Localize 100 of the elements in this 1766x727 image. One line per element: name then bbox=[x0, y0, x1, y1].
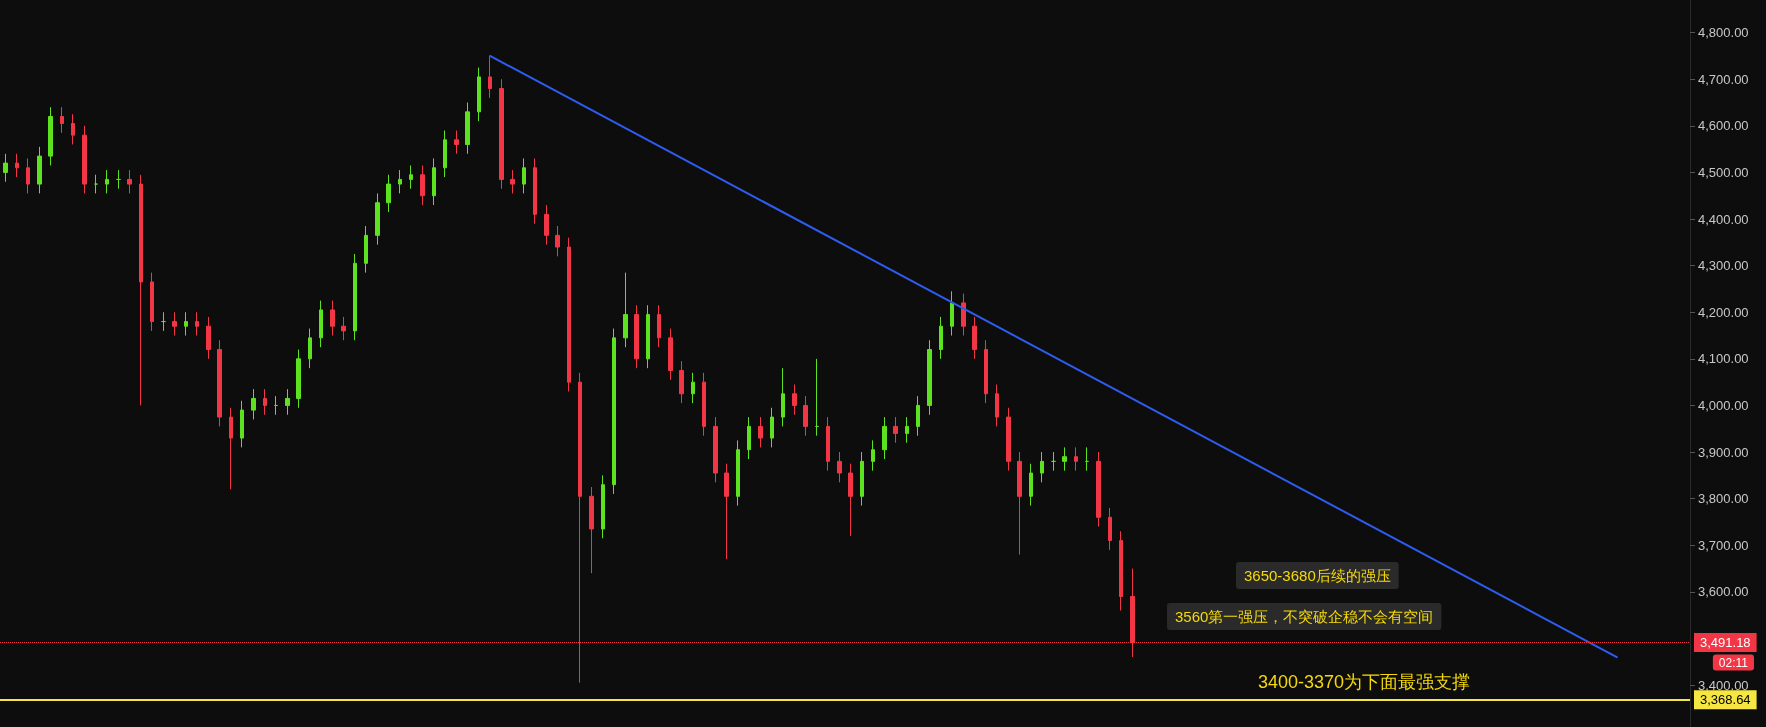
annotation: 3650-3680后续的强压 bbox=[1244, 567, 1391, 584]
candlestick bbox=[37, 146, 42, 194]
candlestick bbox=[240, 400, 244, 448]
candlestick bbox=[612, 328, 616, 495]
candlestick bbox=[465, 102, 470, 155]
candlestick bbox=[781, 367, 785, 427]
candlestick bbox=[386, 174, 391, 213]
candlestick bbox=[1029, 463, 1033, 507]
candlestick bbox=[1040, 451, 1044, 483]
y-tick-label: 4,300.00 bbox=[1698, 258, 1749, 274]
candlestick bbox=[882, 416, 887, 460]
candlestick bbox=[657, 304, 661, 348]
candlestick bbox=[533, 157, 537, 225]
candlestick bbox=[1051, 451, 1056, 472]
candlestick bbox=[364, 225, 368, 274]
candlestick bbox=[409, 164, 413, 190]
candlestick bbox=[939, 316, 943, 360]
candlestick bbox=[1006, 407, 1011, 472]
candlestick bbox=[848, 463, 853, 537]
candlestick bbox=[82, 125, 87, 194]
candlestick bbox=[792, 383, 797, 416]
candlestick bbox=[3, 153, 8, 183]
candlestick bbox=[522, 157, 526, 194]
candlestick bbox=[747, 416, 751, 460]
candlestick bbox=[206, 316, 211, 360]
candlestick bbox=[950, 290, 954, 337]
y-tick-label: 4,700.00 bbox=[1698, 71, 1749, 87]
candlestick bbox=[195, 311, 199, 337]
candlestick bbox=[94, 174, 98, 194]
candlestick bbox=[60, 106, 64, 134]
candlestick bbox=[555, 225, 560, 257]
candlestick bbox=[927, 339, 932, 416]
candlestick bbox=[893, 416, 898, 444]
candlestick bbox=[330, 300, 335, 337]
candlestick bbox=[398, 169, 402, 194]
candlestick bbox=[567, 237, 571, 392]
candlestick bbox=[961, 293, 966, 337]
candlestick bbox=[48, 106, 53, 166]
candlestick bbox=[443, 129, 447, 178]
y-tick-label: 4,500.00 bbox=[1698, 164, 1749, 180]
candlestick bbox=[26, 157, 30, 194]
y-tick-label: 3,900.00 bbox=[1698, 444, 1749, 460]
candlestick bbox=[905, 416, 909, 444]
y-tick-label: 4,600.00 bbox=[1698, 118, 1749, 134]
candlestick bbox=[871, 439, 875, 472]
ref-line-label: 3,491.18 bbox=[1700, 635, 1751, 651]
text: 02:11 bbox=[1718, 655, 1749, 670]
candlestick bbox=[251, 388, 256, 420]
candlestick bbox=[1108, 507, 1112, 551]
candlestick bbox=[217, 339, 222, 427]
candlestick bbox=[1085, 446, 1089, 472]
candlestick bbox=[837, 451, 842, 483]
candlestick bbox=[713, 416, 718, 483]
candlestick bbox=[263, 388, 267, 416]
candlestick bbox=[308, 328, 312, 369]
candlestick bbox=[116, 169, 121, 190]
candlestick bbox=[691, 372, 695, 404]
candlestick bbox=[995, 383, 999, 427]
y-tick-label: 3,400.00 bbox=[1698, 677, 1749, 693]
candlestick bbox=[172, 311, 177, 337]
y-tick-label: 3,700.00 bbox=[1698, 537, 1749, 553]
candlestick bbox=[972, 316, 977, 360]
candlestick bbox=[1062, 446, 1067, 472]
y-tick-label: 4,800.00 bbox=[1698, 25, 1749, 41]
candlestick bbox=[71, 113, 75, 145]
candlestick bbox=[724, 463, 729, 560]
candlestick bbox=[1096, 451, 1101, 528]
candlestick bbox=[646, 304, 650, 369]
candlestick bbox=[229, 407, 233, 490]
candlestick bbox=[679, 360, 684, 404]
candlestick bbox=[477, 67, 481, 122]
y-tick-label: 3,600.00 bbox=[1698, 584, 1749, 600]
candlestick bbox=[634, 304, 639, 369]
y-tick-label: 4,400.00 bbox=[1698, 211, 1749, 227]
candlestick bbox=[984, 339, 988, 404]
candlestick bbox=[127, 169, 132, 194]
candlestick bbox=[184, 311, 188, 337]
candlestick bbox=[1017, 451, 1022, 556]
candlestick bbox=[285, 388, 290, 416]
candlestick bbox=[770, 407, 774, 448]
candlestick bbox=[353, 253, 357, 341]
candlestick bbox=[139, 174, 143, 406]
candlestick bbox=[623, 272, 628, 348]
annotation: 3560第一强压，不突破企稳不会有空间 bbox=[1175, 608, 1434, 625]
y-tick-label: 4,100.00 bbox=[1698, 351, 1749, 367]
annotation: 3400-3370为下面最强支撑 bbox=[1258, 672, 1471, 692]
candlestick bbox=[736, 439, 740, 507]
candlestick bbox=[601, 474, 605, 539]
candlestick bbox=[375, 192, 380, 246]
candlestick bbox=[589, 486, 594, 574]
candlestick bbox=[274, 395, 278, 416]
candlestick bbox=[1074, 446, 1078, 472]
y-tick-label: 4,200.00 bbox=[1698, 304, 1749, 320]
candlestick bbox=[510, 169, 515, 194]
candlestick bbox=[319, 300, 323, 348]
y-tick-label: 4,000.00 bbox=[1698, 397, 1749, 413]
candlestick bbox=[826, 416, 830, 472]
candlestick bbox=[668, 328, 673, 381]
candlestick bbox=[150, 272, 154, 332]
candlestick bbox=[499, 78, 504, 190]
